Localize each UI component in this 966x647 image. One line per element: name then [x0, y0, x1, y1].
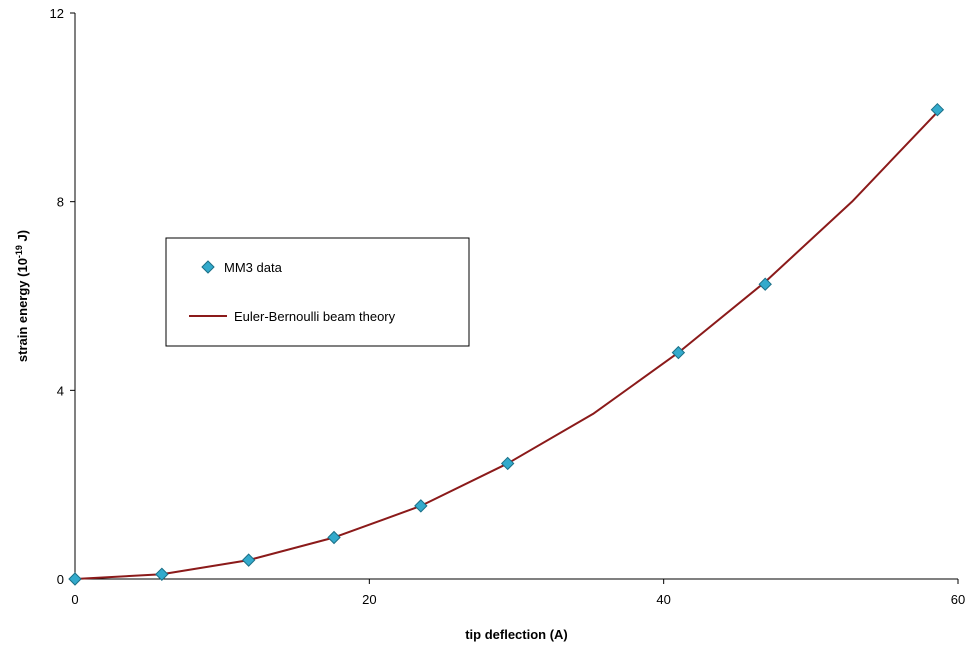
series-points-group: [68, 102, 945, 586]
legend-box: [165, 237, 470, 347]
data-point-mm3: [68, 572, 82, 586]
data-point-mm3: [930, 102, 945, 117]
data-point-mm3: [500, 456, 515, 471]
x-tick-label: 40: [656, 592, 670, 607]
legend-label-mm3-data: MM3 data: [224, 260, 283, 275]
data-point-mm3: [155, 567, 169, 581]
legend-marker-mm3-data: [201, 260, 215, 274]
data-point-mm3: [671, 345, 686, 360]
y-axis-title-exponent: -19: [14, 245, 24, 258]
y-axis-title-suffix: J): [15, 230, 30, 245]
legend-label-euler-bernoulli: Euler-Bernoulli beam theory: [234, 309, 396, 324]
data-point-mm3: [327, 530, 341, 545]
y-tick-label: 8: [57, 195, 64, 210]
y-tick-label: 4: [57, 383, 64, 398]
x-tick-label: 20: [362, 592, 376, 607]
x-tick-label: 0: [71, 592, 78, 607]
legend: MM3 data Euler-Bernoulli beam theory: [165, 237, 470, 347]
data-point-mm3: [241, 553, 256, 567]
data-point-mm3: [414, 499, 428, 513]
x-axis-title: tip deflection (A): [465, 627, 568, 642]
y-tick-label: 0: [57, 572, 64, 587]
axes: [74, 13, 958, 580]
y-axis-title-prefix: strain energy (10: [15, 258, 30, 362]
ticks: 0 20 40 60 0 4 8 12: [50, 6, 966, 607]
y-axis-title: strain energy (10-19 J): [14, 230, 30, 362]
x-tick-label: 60: [951, 592, 965, 607]
data-point-mm3: [758, 277, 772, 291]
y-tick-label: 12: [50, 6, 64, 21]
